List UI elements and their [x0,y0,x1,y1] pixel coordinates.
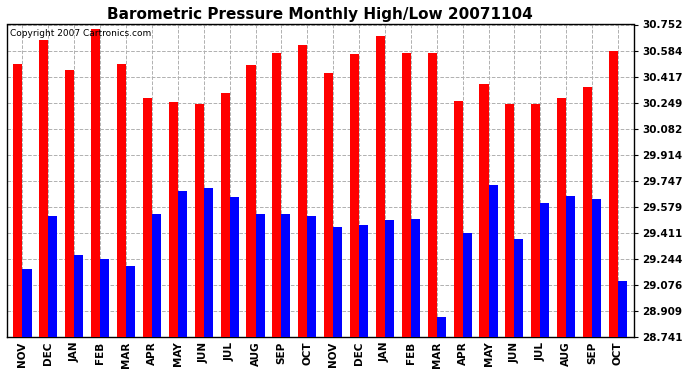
Bar [324,73,333,337]
Bar [618,281,627,337]
Bar [255,214,264,337]
Bar [91,30,100,337]
Bar [437,317,446,337]
Text: Copyright 2007 Cartronics.com: Copyright 2007 Cartronics.com [10,29,151,38]
Bar [531,104,540,337]
Bar [39,40,48,337]
Bar [204,188,213,337]
Bar [282,214,290,337]
Bar [557,98,566,337]
Bar [480,84,489,337]
Bar [230,197,239,337]
Bar [143,98,152,337]
Bar [126,266,135,337]
Bar [65,70,75,337]
Bar [376,36,385,337]
Bar [489,185,497,337]
Bar [411,219,420,337]
Bar [195,104,204,337]
Bar [515,239,524,337]
Bar [583,87,592,337]
Bar [117,64,126,337]
Bar [48,216,57,337]
Bar [609,51,618,337]
Bar [453,101,462,337]
Bar [100,260,109,337]
Bar [462,233,472,337]
Bar [246,65,255,337]
Bar [566,196,575,337]
Bar [13,64,23,337]
Bar [23,268,32,337]
Bar [359,225,368,337]
Bar [402,53,411,337]
Bar [307,216,316,337]
Bar [169,102,178,337]
Bar [221,93,230,337]
Bar [505,104,515,337]
Bar [298,45,307,337]
Bar [152,214,161,337]
Bar [385,220,394,337]
Bar [333,227,342,337]
Bar [540,203,549,337]
Bar [350,54,359,337]
Bar [178,191,187,337]
Bar [428,53,437,337]
Bar [75,255,83,337]
Title: Barometric Pressure Monthly High/Low 20071104: Barometric Pressure Monthly High/Low 200… [108,7,533,22]
Bar [592,199,601,337]
Bar [273,53,282,337]
